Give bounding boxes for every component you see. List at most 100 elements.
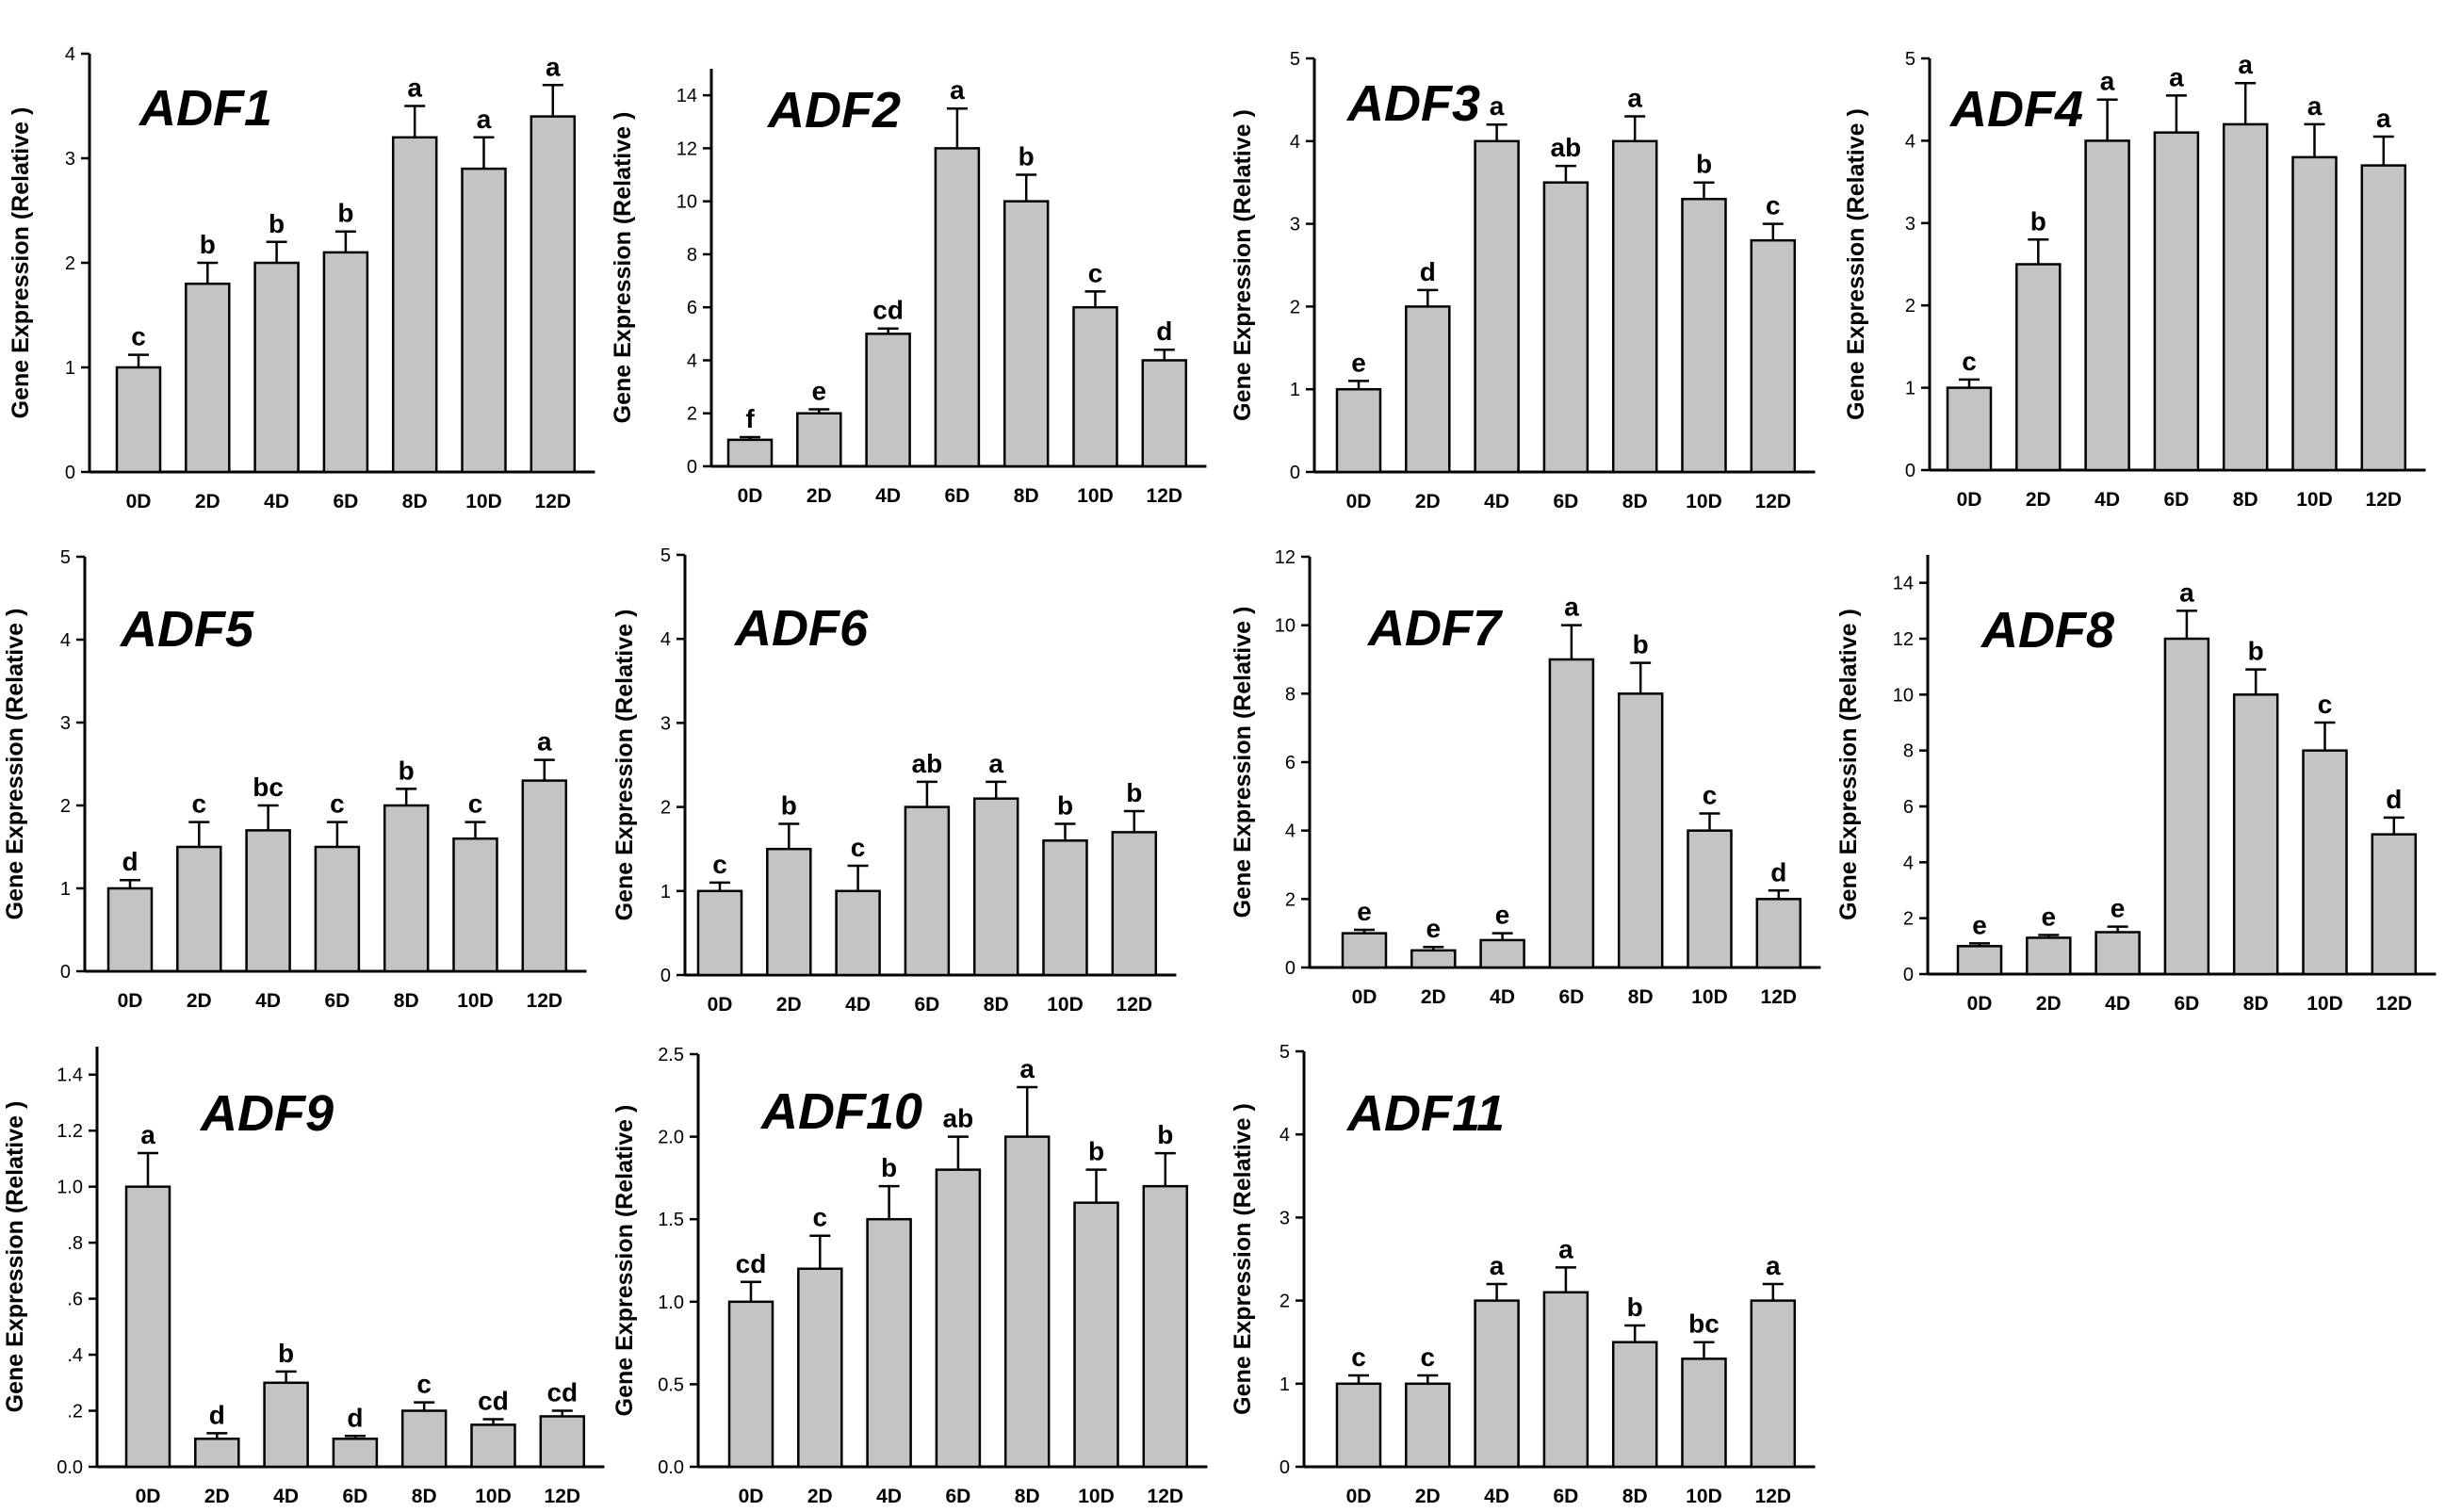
bar xyxy=(1542,1291,1589,1469)
significance-label: e xyxy=(812,377,827,406)
y-tick-label: 5 xyxy=(1290,49,1300,70)
significance-label: b xyxy=(781,790,797,820)
y-tick-label: 3 xyxy=(65,149,75,170)
y-tick-label: 6 xyxy=(687,298,697,318)
x-tick-label: 4D xyxy=(1484,491,1509,512)
bar xyxy=(2371,833,2418,976)
y-tick-label: 5 xyxy=(1280,1042,1290,1063)
bar xyxy=(245,829,291,973)
significance-label: b xyxy=(2030,206,2046,236)
bar xyxy=(1042,839,1088,977)
bar xyxy=(470,1423,516,1469)
significance-label: cd xyxy=(736,1249,767,1278)
bar xyxy=(1405,305,1451,474)
panel-adf11: 0 1 2 3 4 5 Gene Expression (Relative ) ADF11 c 0… xyxy=(1230,1042,1816,1507)
significance-label: b xyxy=(2248,637,2264,666)
x-tick-label: 0D xyxy=(708,994,733,1016)
x-tick-label: 0D xyxy=(1352,986,1377,1008)
significance-label: e xyxy=(1426,914,1442,943)
significance-label: ab xyxy=(1551,133,1582,162)
x-tick-label: 6D xyxy=(333,491,358,512)
y-tick-label: 0.0 xyxy=(658,1457,684,1478)
y-axis-title: Gene Expression (Relative ) xyxy=(2,1101,28,1413)
significance-label: d xyxy=(2386,785,2402,814)
bar xyxy=(1335,1382,1382,1469)
significance-label: b xyxy=(1126,778,1142,807)
significance-label: a xyxy=(1490,91,1505,121)
bar xyxy=(1003,1135,1051,1469)
y-tick-label: 5 xyxy=(60,547,71,568)
y-tick-label: 2 xyxy=(1285,889,1296,910)
x-tick-label: 6D xyxy=(2163,489,2189,511)
y-tick-label: 6 xyxy=(1903,797,1914,818)
significance-label: c xyxy=(1962,347,1977,376)
x-tick-label: 10D xyxy=(1686,1486,1722,1507)
y-tick-label: .4 xyxy=(67,1345,83,1366)
y-tick-label: .8 xyxy=(67,1233,83,1254)
y-tick-label: 3 xyxy=(1905,214,1915,235)
bar xyxy=(866,1217,912,1469)
significance-label: b xyxy=(278,1339,294,1368)
x-tick-label: 0D xyxy=(1957,489,1982,511)
y-tick-label: 5 xyxy=(1905,49,1915,70)
bar xyxy=(253,261,300,474)
x-tick-label: 0D xyxy=(118,990,143,1012)
x-tick-label: 12D xyxy=(1148,1486,1184,1507)
significance-label: a xyxy=(1490,1251,1505,1280)
panel-adf2: 0 2 4 6 8 10 12 14 Gene Expression (Relative ) AD… xyxy=(610,69,1207,507)
bar xyxy=(2232,693,2279,976)
panel-adf3: 0 1 2 3 4 5 Gene Expression (Relative ) ADF3 e 0D… xyxy=(1230,49,1816,512)
y-tick-label: 0 xyxy=(65,463,75,483)
x-tick-label: 8D xyxy=(984,994,1009,1016)
y-tick-label: 10 xyxy=(1893,685,1914,706)
x-tick-label: 4D xyxy=(255,990,281,1012)
bar xyxy=(1073,1201,1119,1469)
bar xyxy=(726,438,774,468)
y-tick-label: 2 xyxy=(1903,909,1914,930)
x-tick-label: 4D xyxy=(264,491,289,512)
x-tick-label: 12D xyxy=(1117,994,1153,1016)
x-tick-label: 0D xyxy=(1967,993,1993,1015)
significance-label: ab xyxy=(943,1104,974,1133)
x-tick-label: 12D xyxy=(535,491,572,512)
y-tick-label: 0 xyxy=(1285,958,1296,979)
significance-label: ab xyxy=(912,749,943,778)
x-tick-label: 4D xyxy=(876,1486,902,1507)
bar xyxy=(2026,936,2072,976)
x-tick-label: 6D xyxy=(342,1486,367,1507)
significance-label: e xyxy=(1972,910,1987,939)
y-tick-label: 0 xyxy=(1290,463,1300,483)
y-tick-label: 1 xyxy=(1290,380,1300,400)
y-tick-label: 4 xyxy=(1905,131,1915,152)
panel-adf1: 0 1 2 3 4 Gene Expression (Relative ) ADF1 c 0D b… xyxy=(8,44,595,512)
x-tick-label: 8D xyxy=(1014,485,1039,507)
bar xyxy=(1142,1184,1189,1469)
x-tick-label: 2D xyxy=(776,994,802,1016)
y-tick-label: 0 xyxy=(1903,965,1914,985)
bar xyxy=(1548,658,1595,969)
chart-title: ADF4 xyxy=(1948,81,2083,138)
x-tick-label: 2D xyxy=(1415,1486,1441,1507)
significance-label: c xyxy=(1421,1342,1436,1372)
x-tick-label: 10D xyxy=(465,491,502,512)
bar xyxy=(106,886,154,973)
bar xyxy=(1405,1382,1451,1469)
y-axis-title: Gene Expression (Relative ) xyxy=(1230,1103,1256,1415)
y-tick-label: 10 xyxy=(676,192,697,213)
x-tick-label: 6D xyxy=(1553,491,1578,512)
bar xyxy=(2163,637,2210,976)
y-tick-label: 8 xyxy=(1285,684,1296,705)
y-tick-label: 3 xyxy=(60,713,71,734)
significance-label: b xyxy=(1627,1293,1643,1322)
bar xyxy=(1002,200,1050,468)
y-tick-label: 2 xyxy=(65,253,75,274)
y-tick-label: 3 xyxy=(1290,215,1300,236)
bar xyxy=(1946,386,1993,472)
significance-label: c xyxy=(330,789,345,819)
significance-label: a xyxy=(2376,104,2391,133)
significance-label: c xyxy=(192,789,207,819)
panel-adf10: 0.0 0.5 1.0 1.5 2.0 2.5 Gene Expression (Relat… xyxy=(611,1045,1208,1507)
bar xyxy=(2360,164,2407,472)
y-tick-label: 2 xyxy=(1290,297,1300,317)
